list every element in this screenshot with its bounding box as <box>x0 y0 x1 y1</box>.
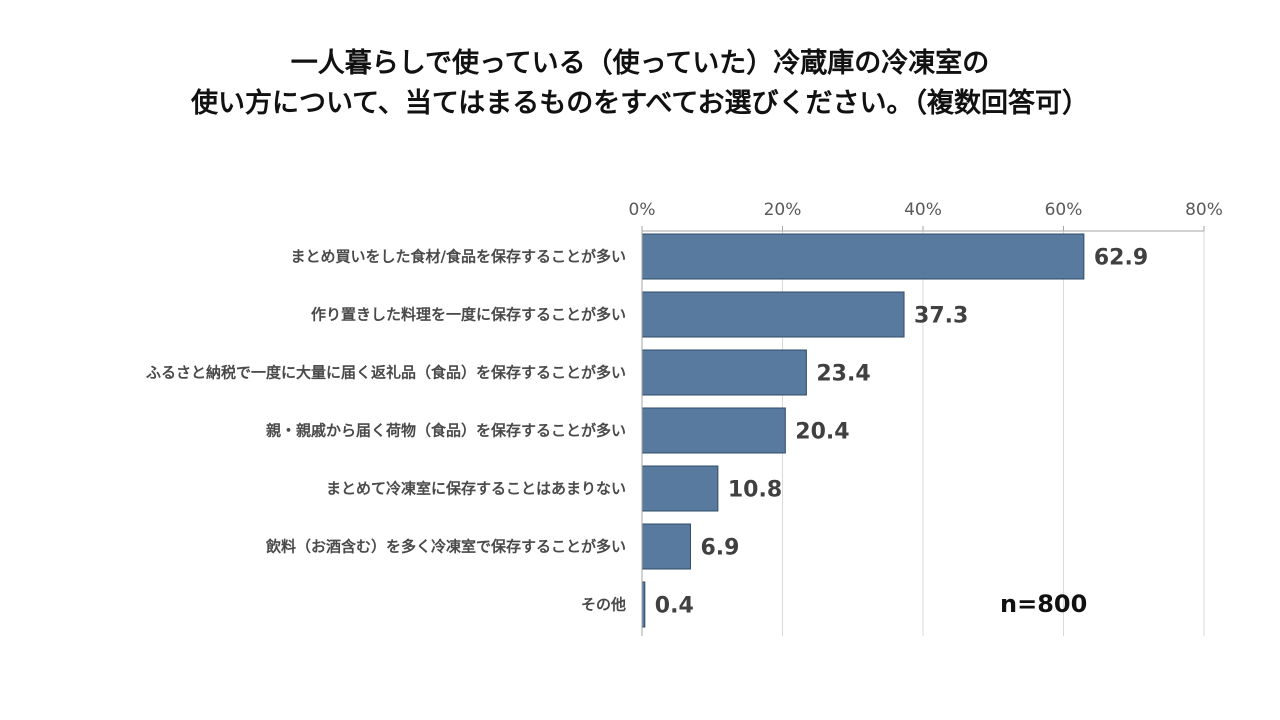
value-label: 0.4 <box>655 594 694 619</box>
sample-size-label: n=800 <box>1000 590 1088 618</box>
category-label: 親・親戚から届く荷物（食品）を保存することが多い <box>266 422 626 440</box>
x-tick-label: 0% <box>629 200 656 220</box>
chart-title: 一人暮らしで使っている（使っていた）冷蔵庫の冷凍室の 使い方について、当てはまる… <box>0 44 1280 124</box>
category-label: まとめて冷凍室に保存することはあまりない <box>326 480 626 498</box>
category-label: その他 <box>581 596 626 614</box>
value-label: 23.4 <box>816 362 870 387</box>
x-tick-label: 40% <box>904 200 942 220</box>
bar <box>641 465 719 512</box>
chart-title-line-2: 使い方について、当てはまるものをすべてお選びください。（複数回答可） <box>190 88 1090 119</box>
value-label: 6.9 <box>700 536 739 561</box>
value-label: 62.9 <box>1094 246 1148 271</box>
category-label: 飲料（お酒含む）を多く冷凍室で保存することが多い <box>265 538 626 556</box>
value-label: 20.4 <box>795 420 849 445</box>
bar <box>641 291 905 338</box>
chart-title-line-1: 一人暮らしで使っている（使っていた）冷蔵庫の冷凍室の <box>290 48 990 79</box>
category-label: 作り置きした料理を一度に保存することが多い <box>311 306 626 324</box>
x-tick-label: 20% <box>764 200 802 220</box>
value-label: 37.3 <box>914 304 968 329</box>
x-tick-label: 80% <box>1185 200 1223 220</box>
bar <box>641 349 807 396</box>
bar <box>641 523 691 570</box>
bar <box>641 407 786 454</box>
category-label: まとめ買いをした食材/食品を保存することが多い <box>291 248 626 266</box>
x-tick-label: 60% <box>1045 200 1083 220</box>
value-label: 10.8 <box>728 478 782 503</box>
bar <box>641 233 1085 280</box>
category-label: ふるさと納税で一度に大量に届く返礼品（食品）を保存することが多い <box>146 364 626 382</box>
